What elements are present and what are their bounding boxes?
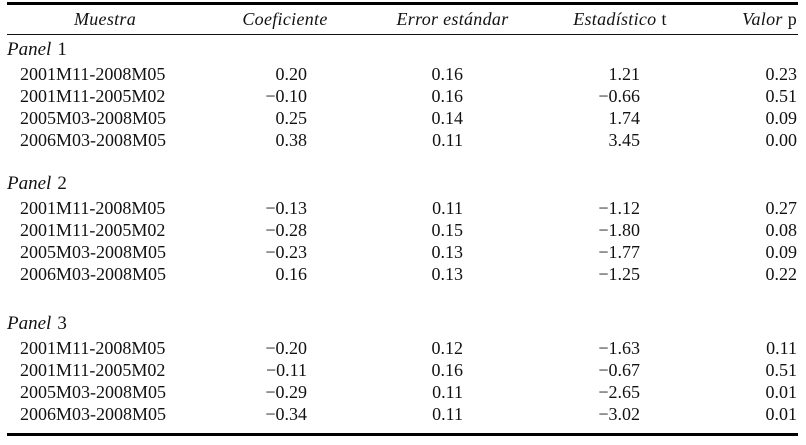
error-estandar-cell: 0.15: [431, 220, 464, 240]
estadistico-t-cell: −1.63: [598, 338, 640, 358]
coeficiente-cell: −0.29: [265, 382, 307, 402]
panel-label: Panel: [7, 39, 52, 60]
table-header-row: Muestra Coeficiente Error estándar Estad…: [7, 5, 798, 35]
muestra-cell: 2005M03-2008M05: [20, 108, 167, 128]
coeficiente-cell: −0.11: [266, 360, 307, 380]
header-coeficiente: Coeficiente: [242, 9, 328, 29]
valor-p-cell: 0.08: [765, 220, 798, 240]
valor-p-cell: 0.09: [765, 108, 798, 128]
error-estandar-cell: 0.16: [431, 360, 464, 380]
header-estadistico-word: Estadístico: [573, 9, 657, 29]
valor-p-cell: 0.00: [765, 130, 798, 150]
table-row: 2001M11-2005M02 −0.10 0.16 −0.66 0.51: [7, 85, 798, 107]
muestra-cell: 2006M03-2008M05: [20, 404, 167, 424]
table-row: 2005M03-2008M05 0.25 0.14 1.74 0.09: [7, 107, 798, 129]
estadistico-t-cell: −3.02: [598, 404, 640, 424]
valor-p-cell: 0.22: [765, 264, 798, 284]
table-row: 2001M11-2008M05 0.20 0.16 1.21 0.23: [7, 63, 798, 85]
coeficiente-cell: −0.28: [265, 220, 307, 240]
estadistico-t-cell: −1.80: [598, 220, 640, 240]
header-valor-p: Valor p: [680, 9, 798, 30]
coeficiente-cell: −0.10: [265, 86, 307, 106]
muestra-cell: 2001M11-2008M05: [20, 338, 166, 358]
panel-number: 1: [57, 39, 67, 60]
header-muestra: Muestra: [73, 9, 137, 29]
valor-p-cell: 0.23: [765, 64, 798, 84]
table-row: 2001M11-2008M05 −0.13 0.11 −1.12 0.27: [7, 197, 798, 219]
header-p-suffix: p: [787, 9, 797, 29]
valor-p-cell: 0.01: [765, 382, 798, 402]
table-row: 2006M03-2008M05 −0.34 0.11 −3.02 0.01: [7, 403, 798, 425]
muestra-cell: 2001M11-2005M02: [20, 86, 166, 106]
estadistico-t-cell: 3.45: [608, 130, 641, 150]
estadistico-t-cell: 1.74: [608, 108, 641, 128]
table-row: 2005M03-2008M05 −0.23 0.13 −1.77 0.09: [7, 241, 798, 263]
panel-1-heading: Panel 1: [7, 37, 798, 63]
estadistico-t-cell: −1.77: [598, 242, 640, 262]
error-estandar-cell: 0.13: [431, 242, 464, 262]
muestra-cell: 2001M11-2008M05: [20, 64, 166, 84]
table-row: 2001M11-2008M05 −0.20 0.12 −1.63 0.11: [7, 337, 798, 359]
valor-p-cell: 0.51: [765, 360, 798, 380]
muestra-cell: 2001M11-2008M05: [20, 198, 166, 218]
error-estandar-cell: 0.12: [431, 338, 464, 358]
estadistico-t-cell: −0.66: [598, 86, 640, 106]
coeficiente-cell: 0.16: [275, 264, 308, 284]
error-estandar-cell: 0.11: [432, 130, 463, 150]
header-estadistico-t: Estadístico t: [560, 9, 680, 30]
muestra-cell: 2005M03-2008M05: [20, 382, 167, 402]
error-estandar-cell: 0.11: [432, 382, 463, 402]
table-row: 2006M03-2008M05 0.38 0.11 3.45 0.00: [7, 129, 798, 151]
muestra-cell: 2005M03-2008M05: [20, 242, 167, 262]
coeficiente-cell: 0.38: [275, 130, 308, 150]
estadistico-t-cell: −1.25: [598, 264, 640, 284]
estadistico-t-cell: −2.65: [598, 382, 640, 402]
estadistico-t-cell: −1.12: [598, 198, 640, 218]
coeficiente-cell: 0.25: [275, 108, 308, 128]
table-row: 2005M03-2008M05 −0.29 0.11 −2.65 0.01: [7, 381, 798, 403]
panel-number: 3: [57, 313, 67, 334]
valor-p-cell: 0.01: [765, 404, 798, 424]
panel-3-heading: Panel 3: [7, 311, 798, 337]
error-estandar-cell: 0.14: [431, 108, 464, 128]
panel-2-heading: Panel 2: [7, 171, 798, 197]
valor-p-cell: 0.11: [766, 338, 797, 358]
coeficiente-cell: 0.20: [275, 64, 308, 84]
coeficiente-cell: −0.23: [265, 242, 307, 262]
error-estandar-cell: 0.16: [431, 64, 464, 84]
header-t-suffix: t: [661, 9, 667, 29]
header-error-estandar: Error estándar: [396, 9, 509, 29]
error-estandar-cell: 0.11: [432, 404, 463, 424]
muestra-cell: 2001M11-2005M02: [20, 220, 166, 240]
valor-p-cell: 0.09: [765, 242, 798, 262]
header-valor-word: Valor: [742, 9, 783, 29]
error-estandar-cell: 0.13: [431, 264, 464, 284]
panel-label: Panel: [7, 173, 52, 194]
muestra-cell: 2006M03-2008M05: [20, 130, 167, 150]
results-table: Muestra Coeficiente Error estándar Estad…: [7, 2, 798, 436]
panel-label: Panel: [7, 313, 52, 334]
table-row: 2001M11-2005M02 −0.28 0.15 −1.80 0.08: [7, 219, 798, 241]
table-row: 2006M03-2008M05 0.16 0.13 −1.25 0.22: [7, 263, 798, 285]
valor-p-cell: 0.51: [765, 86, 798, 106]
estadistico-t-cell: −0.67: [598, 360, 640, 380]
muestra-cell: 2006M03-2008M05: [20, 264, 167, 284]
valor-p-cell: 0.27: [765, 198, 798, 218]
panel-number: 2: [57, 173, 67, 194]
error-estandar-cell: 0.11: [432, 198, 463, 218]
muestra-cell: 2001M11-2005M02: [20, 360, 166, 380]
coeficiente-cell: −0.34: [265, 404, 307, 424]
estadistico-t-cell: 1.21: [608, 64, 641, 84]
coeficiente-cell: −0.20: [265, 338, 307, 358]
table-row: 2001M11-2005M02 −0.11 0.16 −0.67 0.51: [7, 359, 798, 381]
error-estandar-cell: 0.16: [431, 86, 464, 106]
coeficiente-cell: −0.13: [265, 198, 307, 218]
